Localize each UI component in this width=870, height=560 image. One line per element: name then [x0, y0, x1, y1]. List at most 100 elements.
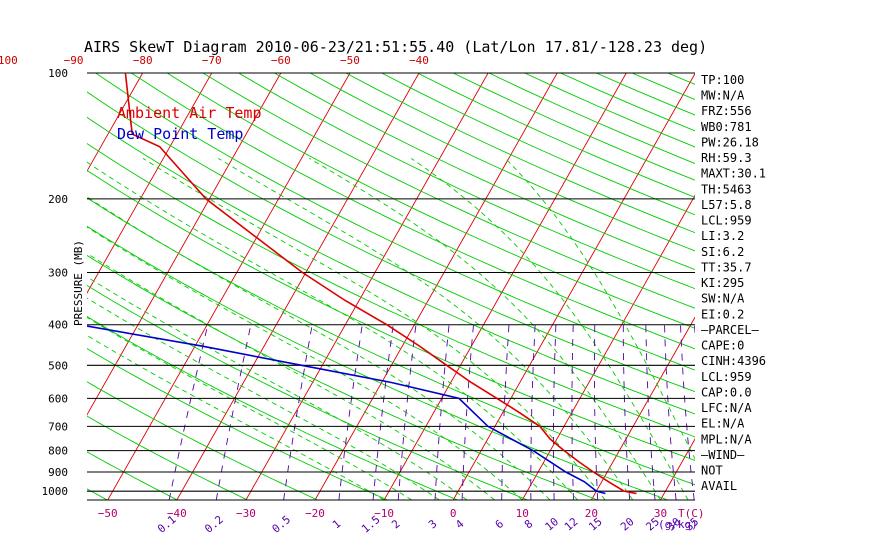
mixing-ratio-line — [434, 324, 450, 500]
mixing-ratio-label: 10 — [543, 515, 562, 533]
mixing-ratio-label: 1 — [330, 517, 343, 531]
sounding-index-label: MAXT:30.1 — [701, 167, 766, 181]
isotherm-line — [590, 316, 695, 500]
dry-adiabat-line — [87, 348, 388, 500]
sounding-index-label: MPL:N/A — [701, 432, 752, 446]
mixing-ratio-label: 0.5 — [270, 513, 294, 536]
pressure-tick-label: 400 — [48, 319, 68, 332]
sounding-index-label: NOT — [701, 464, 723, 478]
mixing-ratio-label: 4 — [453, 517, 467, 531]
moist-adiabat-line — [87, 226, 523, 500]
bottom-temp-tick-label: −10 — [374, 507, 394, 520]
dry-adiabat-line — [87, 254, 598, 500]
dewpoint-profile-line — [87, 325, 606, 495]
mixing-ratio-line — [461, 324, 474, 500]
mixing-ratio-label: 3 — [426, 517, 439, 531]
top-temp-tick-label: −90 — [64, 54, 84, 67]
dry-adiabat-line — [739, 73, 870, 500]
isotherm-line — [383, 73, 627, 500]
sounding-index-label: FRZ:556 — [701, 104, 752, 118]
sounding-index-label: CAPE:0 — [701, 339, 744, 353]
moist-adiabat-line — [87, 161, 578, 500]
mixing-ratio-line — [372, 324, 394, 500]
dry-adiabat-line — [345, 73, 695, 234]
sounding-index-label: EL:N/A — [701, 417, 745, 431]
sounding-index-label: RH:59.3 — [701, 151, 752, 165]
chart-title: AIRS SkewT Diagram 2010-06-23/21:51:55.4… — [84, 38, 707, 56]
pressure-tick-label: 100 — [48, 67, 68, 80]
reference-lines — [0, 73, 870, 500]
dry-adiabat-line — [667, 73, 695, 85]
mixing-ratio-label: 20 — [618, 515, 637, 533]
legend-ambient-temp: Ambient Air Temp — [117, 104, 262, 122]
isotherm-line — [87, 73, 144, 173]
dry-adiabat-line — [166, 73, 695, 329]
legend-dew-point: Dew Point Temp — [117, 125, 243, 143]
pressure-tick-label: 500 — [48, 359, 68, 372]
bottom-temp-tick-label: −40 — [167, 507, 187, 520]
mixing-ratio-unit: (g/kg) — [658, 518, 698, 531]
sounding-index-label: CINH:4396 — [701, 354, 766, 368]
isobars — [87, 72, 695, 501]
moist-adiabat-line — [87, 252, 495, 500]
sounding-index-label: SI:6.2 — [701, 245, 744, 259]
mixing-ratio-line — [645, 324, 656, 500]
sounding-index-label: LCL:959 — [701, 370, 752, 384]
mixing-ratio-line — [283, 324, 313, 500]
dry-adiabat-line — [87, 381, 318, 500]
bottom-temp-tick-label: −50 — [98, 507, 118, 520]
mixing-ratio-line — [168, 324, 209, 500]
mixing-ratio-line — [553, 324, 557, 500]
bottom-axis-unit: T(C) — [678, 507, 705, 520]
sounding-index-label: TH:5463 — [701, 182, 752, 196]
sounding-series — [87, 73, 637, 495]
moist-adiabat-line — [309, 158, 661, 500]
dry-adiabat-line — [238, 73, 695, 290]
bottom-temp-tick-label: 20 — [585, 507, 598, 520]
mixing-ratio-line — [622, 324, 631, 500]
dry-adiabat-line — [202, 73, 695, 309]
dry-adiabat-line — [453, 73, 695, 181]
dry-adiabat-line — [87, 225, 668, 500]
moist-adiabat-line — [142, 158, 606, 500]
dry-adiabat-line — [87, 488, 108, 500]
top-temp-tick-label: −40 — [409, 54, 429, 67]
moist-adiabat-line — [87, 297, 440, 500]
mixing-ratio-line — [571, 324, 574, 500]
pressure-tick-label: 900 — [48, 466, 68, 479]
mixing-ratio-label: 12 — [562, 515, 581, 533]
isotherm-line — [0, 73, 74, 500]
dry-adiabat-line — [95, 73, 695, 371]
dry-adiabat-line — [274, 73, 695, 271]
top-temp-tick-label: −100 — [0, 54, 18, 67]
pressure-tick-label: 800 — [48, 445, 68, 458]
sounding-index-label: –WIND– — [701, 448, 745, 462]
dry-adiabat-line — [87, 142, 695, 438]
pressure-tick-label: 1000 — [42, 485, 69, 498]
isotherm-line — [0, 73, 4, 500]
dry-adiabat-line — [87, 169, 695, 461]
sounding-index-label: LFC:N/A — [701, 401, 752, 415]
sounding-index-label: KI:295 — [701, 276, 744, 290]
isotherm-line — [176, 73, 420, 500]
sounding-index-label: CAP:0.0 — [701, 385, 752, 399]
sounding-index-label: PW:26.18 — [701, 135, 759, 149]
y-axis-label: PRESSURE (MB) — [72, 240, 85, 326]
temperature-profile-line — [124, 73, 637, 495]
dry-adiabat-line — [811, 73, 870, 500]
pressure-tick-label: 600 — [48, 392, 68, 405]
isotherm-line — [314, 73, 558, 500]
top-temp-tick-label: −70 — [202, 54, 222, 67]
mixing-ratio-line — [664, 324, 677, 500]
sounding-index-label: EI:0.2 — [701, 307, 744, 321]
dry-adiabat-line — [87, 91, 695, 393]
isotherm-line — [87, 73, 213, 294]
bottom-temp-tick-label: −20 — [305, 507, 325, 520]
dry-adiabat-line — [488, 73, 695, 164]
sounding-index-label: TT:35.7 — [701, 260, 752, 274]
dry-adiabat-line — [309, 73, 695, 252]
dry-adiabat-line — [87, 316, 458, 500]
dry-adiabat-line — [524, 73, 695, 148]
mixing-ratio-label: 6 — [493, 517, 506, 531]
